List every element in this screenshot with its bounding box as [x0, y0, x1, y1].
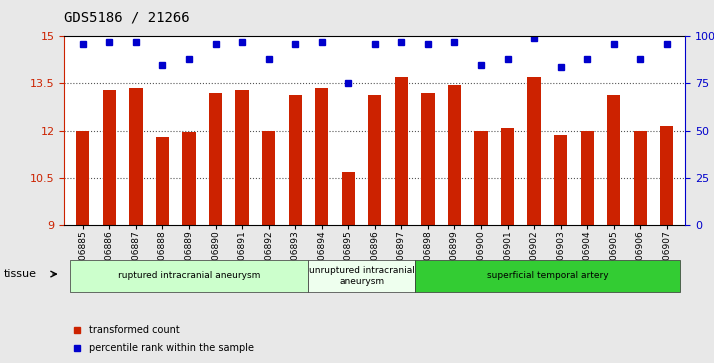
Bar — [580, 131, 594, 225]
Bar — [368, 94, 381, 225]
Bar — [395, 77, 408, 225]
Text: GDS5186 / 21266: GDS5186 / 21266 — [64, 11, 190, 25]
Bar — [660, 126, 673, 225]
Bar — [421, 93, 435, 225]
Text: ruptured intracranial aneurysm: ruptured intracranial aneurysm — [118, 272, 260, 280]
FancyBboxPatch shape — [415, 260, 680, 292]
Bar — [634, 131, 647, 225]
Bar — [129, 88, 143, 225]
Text: superficial temporal artery: superficial temporal artery — [486, 272, 608, 280]
Bar — [262, 131, 276, 225]
Bar — [528, 77, 540, 225]
Bar — [342, 172, 355, 225]
Bar — [554, 135, 568, 225]
Bar — [501, 127, 514, 225]
Bar — [315, 88, 328, 225]
Text: tissue: tissue — [4, 269, 36, 279]
Bar — [103, 90, 116, 225]
Bar — [209, 93, 222, 225]
Bar — [182, 132, 196, 225]
Bar — [607, 94, 620, 225]
Bar — [236, 90, 248, 225]
FancyBboxPatch shape — [308, 260, 415, 292]
Bar — [448, 85, 461, 225]
Bar — [76, 131, 89, 225]
Bar — [156, 137, 169, 225]
Text: percentile rank within the sample: percentile rank within the sample — [89, 343, 254, 354]
Bar — [474, 131, 488, 225]
Bar — [288, 94, 302, 225]
FancyBboxPatch shape — [69, 260, 308, 292]
Text: unruptured intracranial
aneurysm: unruptured intracranial aneurysm — [308, 266, 415, 286]
Text: transformed count: transformed count — [89, 325, 180, 335]
